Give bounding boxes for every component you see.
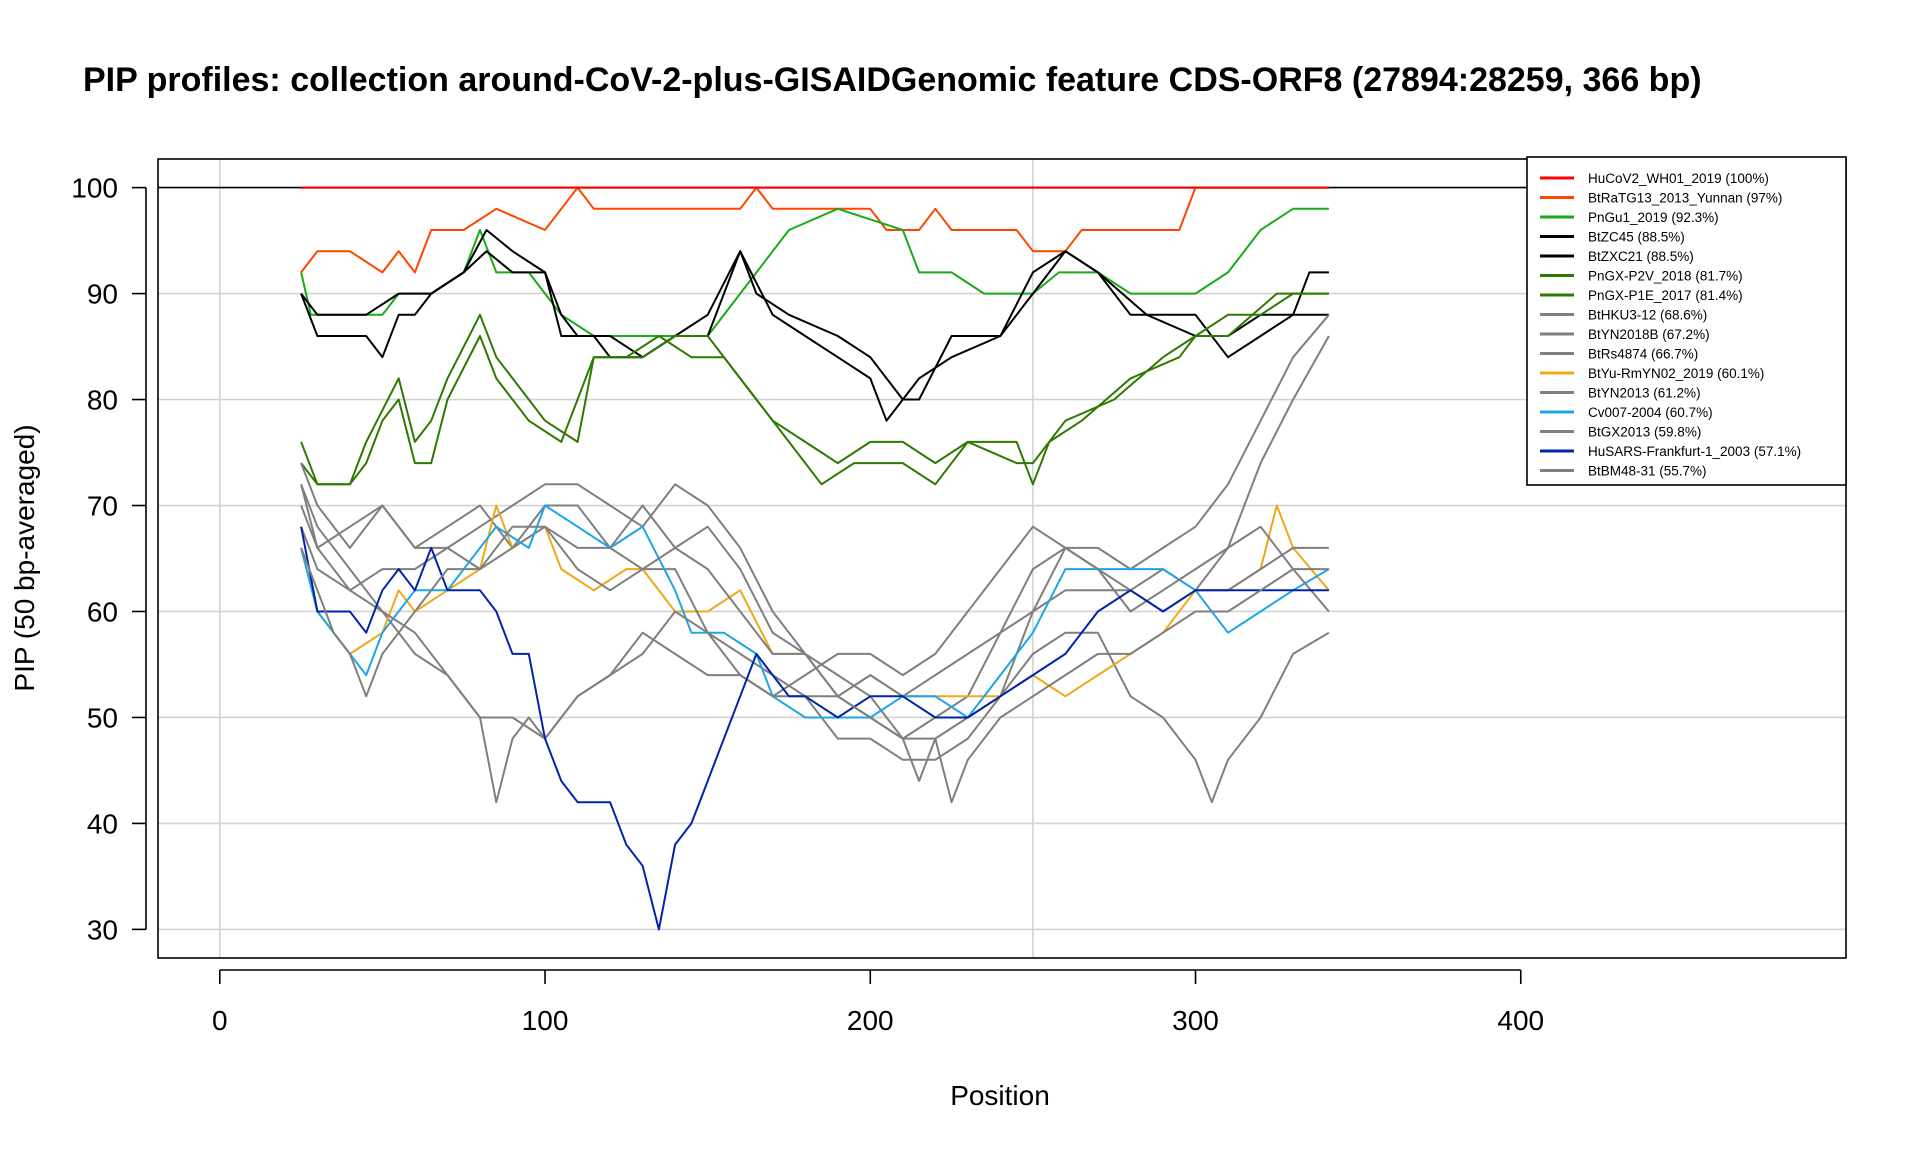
series-line-pngu1-2019 bbox=[300, 207, 1329, 337]
y-tick-label: 60 bbox=[87, 596, 118, 627]
legend-item: BtYN2018B (67.2%) bbox=[1540, 327, 1710, 342]
y-tick-label: 40 bbox=[87, 808, 118, 839]
x-axis-label: Position bbox=[950, 1080, 1050, 1111]
legend-item: HuCoV2_WH01_2019 (100%) bbox=[1540, 171, 1769, 186]
legend-item: HuSARS-Frankfurt-1_2003 (57.1%) bbox=[1540, 444, 1801, 459]
y-tick-label: 100 bbox=[71, 173, 118, 204]
legend-box bbox=[1526, 156, 1847, 486]
y-axis: 30 40 50 60 70 80 90 100 bbox=[71, 173, 147, 945]
legend-label: PnGX-P1E_2017 (81.4%) bbox=[1588, 288, 1743, 303]
legend-label: BtZC45 (88.5%) bbox=[1588, 230, 1685, 245]
legend-label: PnGX-P2V_2018 (81.7%) bbox=[1588, 269, 1743, 284]
series-line-btyn2018b bbox=[300, 314, 1330, 740]
y-axis-label: PIP (50 bp-averaged) bbox=[9, 424, 40, 691]
x-tick-label: 400 bbox=[1497, 1005, 1544, 1036]
x-axis: 0 100 200 300 400 bbox=[212, 969, 1544, 1036]
series-line-btzxc21 bbox=[300, 250, 1329, 422]
legend-item: BtZC45 (88.5%) bbox=[1540, 230, 1685, 245]
series-line-btgx2013 bbox=[300, 483, 1330, 740]
legend-item: BtRaTG13_2013_Yunnan (97%) bbox=[1540, 191, 1782, 206]
legend-label: PnGu1_2019 (92.3%) bbox=[1588, 210, 1719, 225]
legend-item: BtGX2013 (59.8%) bbox=[1540, 425, 1701, 440]
y-tick-label: 90 bbox=[87, 279, 118, 310]
legend-item: BtBM48-31 (55.7%) bbox=[1540, 464, 1707, 479]
legend-item: BtHKU3-12 (68.6%) bbox=[1540, 308, 1707, 323]
legend-item: BtYu-RmYN02_2019 (60.1%) bbox=[1540, 366, 1764, 381]
legend-item: PnGu1_2019 (92.3%) bbox=[1540, 210, 1719, 225]
legend-item: BtYN2013 (61.2%) bbox=[1540, 386, 1701, 401]
series-line-pngx-p2v-2018 bbox=[300, 292, 1329, 486]
series-line-btzc45 bbox=[300, 229, 1329, 401]
legend-label: BtZXC21 (88.5%) bbox=[1588, 249, 1694, 264]
legend-label: BtRs4874 (66.7%) bbox=[1588, 347, 1698, 362]
x-tick-label: 100 bbox=[522, 1005, 569, 1036]
plot-frame bbox=[157, 158, 1847, 959]
legend-item: Cv007-2004 (60.7%) bbox=[1540, 405, 1713, 420]
legend-item: BtRs4874 (66.7%) bbox=[1540, 347, 1698, 362]
legend-label: BtGX2013 (59.8%) bbox=[1588, 425, 1701, 440]
series-line-cv007-2004 bbox=[300, 504, 1330, 719]
legend: HuCoV2_WH01_2019 (100%) BtRaTG13_2013_Yun… bbox=[1526, 156, 1847, 486]
y-tick-label: 30 bbox=[87, 914, 118, 945]
legend-label: BtHKU3-12 (68.6%) bbox=[1588, 308, 1707, 323]
y-tick-label: 70 bbox=[87, 491, 118, 522]
series-line-husars-frankfurt-1-2003 bbox=[300, 526, 1329, 931]
series-lines bbox=[158, 186, 1846, 931]
legend-label: Cv007-2004 (60.7%) bbox=[1588, 405, 1713, 420]
legend-label: HuCoV2_WH01_2019 (100%) bbox=[1588, 171, 1769, 186]
y-tick-label: 50 bbox=[87, 702, 118, 733]
legend-label: BtYN2013 (61.2%) bbox=[1588, 386, 1701, 401]
legend-label: HuSARS-Frankfurt-1_2003 (57.1%) bbox=[1588, 444, 1801, 459]
x-tick-label: 0 bbox=[212, 1005, 228, 1036]
x-tick-label: 300 bbox=[1172, 1005, 1219, 1036]
series-line-pngx-p1e-2017 bbox=[300, 292, 1329, 486]
legend-item: PnGX-P2V_2018 (81.7%) bbox=[1540, 269, 1743, 284]
legend-label: BtYN2018B (67.2%) bbox=[1588, 327, 1710, 342]
series-line-btratg13-2013-yunnan bbox=[300, 186, 1329, 274]
legend-item: PnGX-P1E_2017 (81.4%) bbox=[1540, 288, 1743, 303]
series-line-btbm48-31 bbox=[300, 525, 1329, 804]
x-tick-label: 200 bbox=[847, 1005, 894, 1036]
legend-label: BtBM48-31 (55.7%) bbox=[1588, 464, 1707, 479]
y-tick-label: 80 bbox=[87, 385, 118, 416]
chart-title: PIP profiles: collection around-CoV-2-pl… bbox=[83, 61, 1702, 99]
series-line-btrs4874 bbox=[300, 335, 1330, 740]
legend-label: BtYu-RmYN02_2019 (60.1%) bbox=[1588, 366, 1764, 381]
legend-label: BtRaTG13_2013_Yunnan (97%) bbox=[1588, 191, 1782, 206]
series-line-bthku3-12 bbox=[300, 484, 1330, 804]
legend-item: BtZXC21 (88.5%) bbox=[1540, 249, 1694, 264]
